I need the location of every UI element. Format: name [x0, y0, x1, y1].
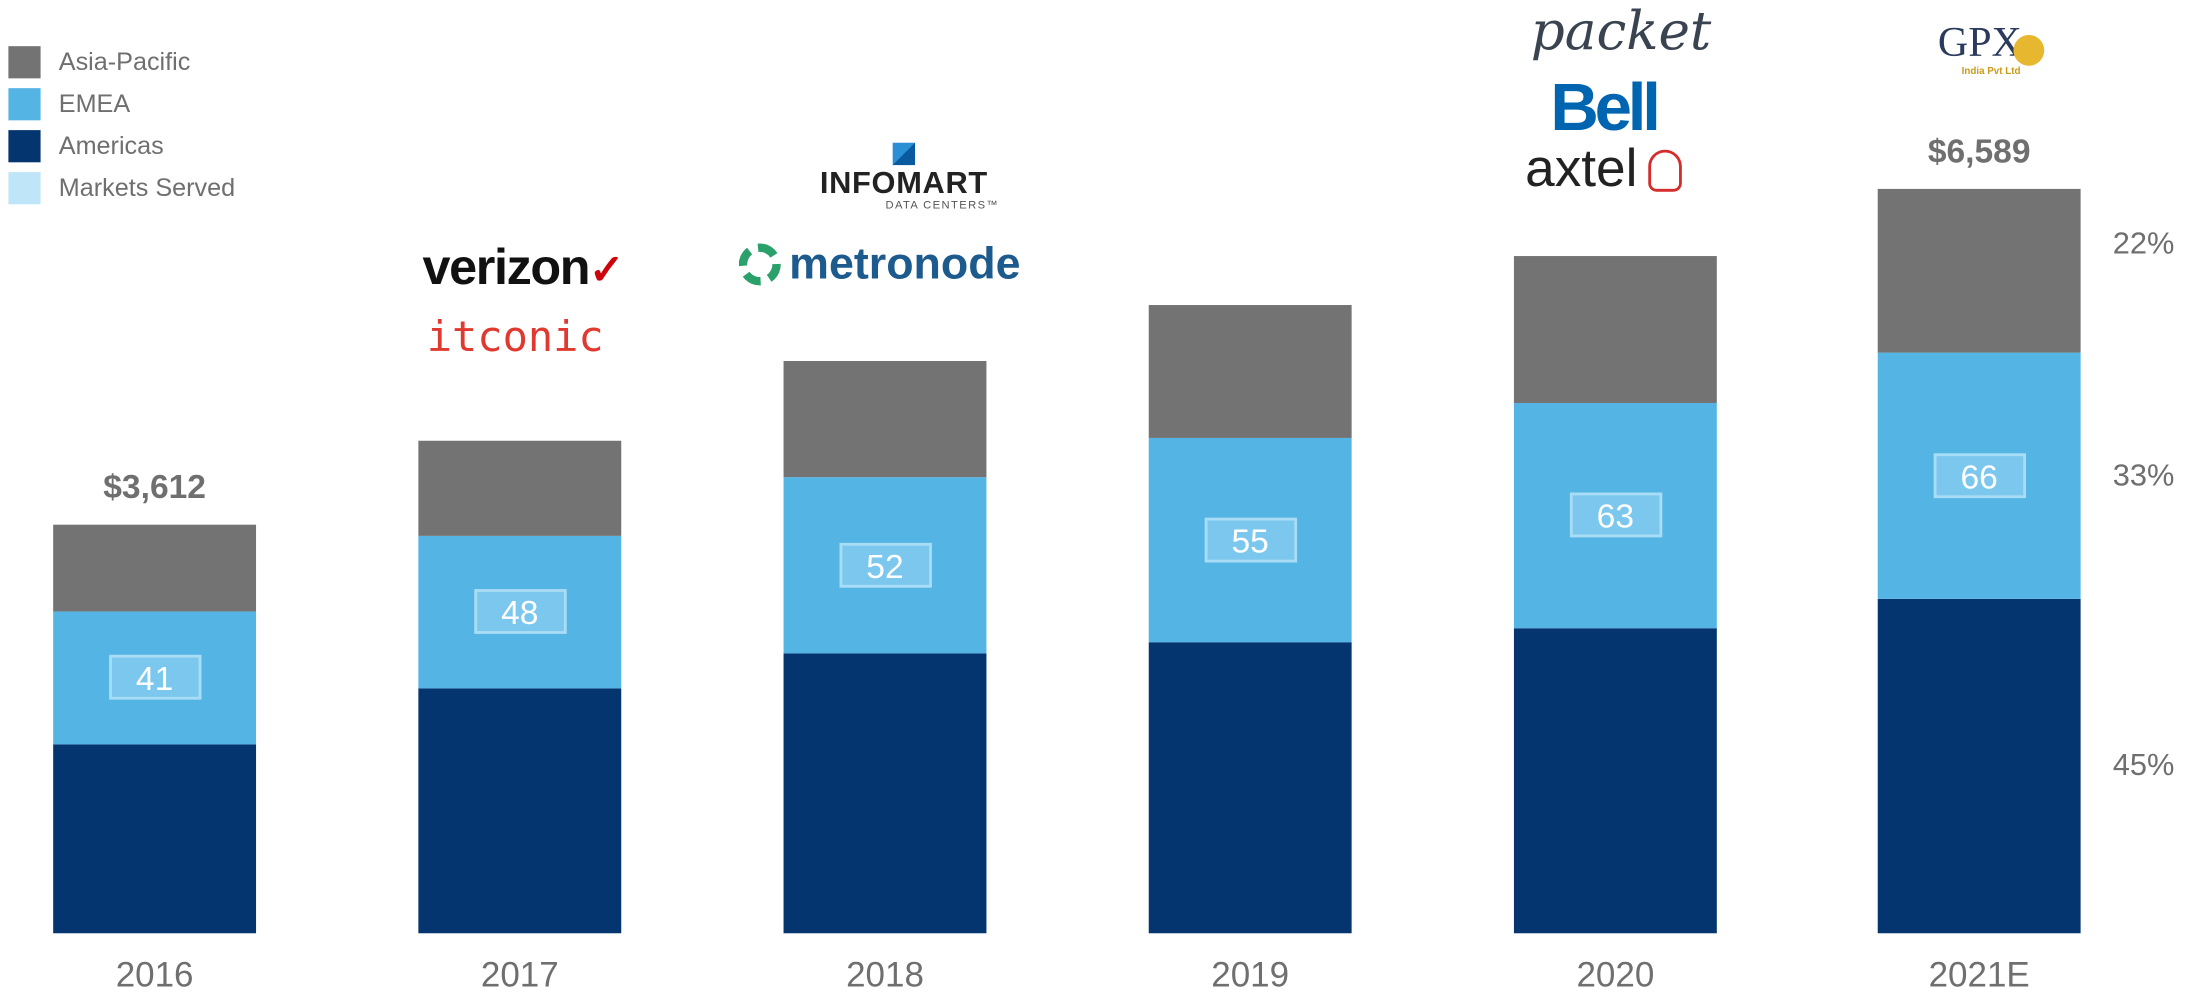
- markets-served-label: 66: [1932, 453, 2026, 499]
- share-label: 22%: [2112, 224, 2175, 260]
- bar-asia-pacific-2019: [1148, 304, 1352, 438]
- bar-americas-2019: [1148, 642, 1352, 934]
- total-label: $3,612: [103, 469, 206, 508]
- markets-served-label: 48: [473, 589, 566, 635]
- bar-asia-pacific-2017: [418, 440, 622, 536]
- x-tick-label: 2017: [480, 955, 559, 995]
- x-tick-label: 2016: [115, 955, 194, 995]
- markets-served-label: 55: [1204, 517, 1297, 563]
- verizon-logo: verizon✓: [422, 237, 625, 296]
- metronode-logo: metronode: [738, 238, 1020, 290]
- gpx-logo: GPX India Pvt Ltd: [1938, 20, 2045, 77]
- bar-americas-2016: [53, 743, 257, 934]
- legend-label: Markets Served: [58, 172, 236, 201]
- bar-asia-pacific-2018: [783, 360, 987, 477]
- legend-item: Markets Served: [8, 171, 235, 205]
- bell-logo: Bell: [1550, 71, 1661, 146]
- legend-swatch: [8, 87, 41, 120]
- bar-americas-2018: [783, 653, 987, 934]
- axtel-logo: axtel: [1525, 140, 1683, 200]
- legend-swatch: [8, 129, 41, 162]
- share-label: 33%: [2112, 457, 2175, 493]
- markets-served-label: 41: [108, 655, 201, 700]
- infomart-mark-icon: [892, 142, 916, 166]
- x-tick-label: 2018: [846, 955, 924, 995]
- legend-swatch: [8, 45, 41, 78]
- markets-served-label: 63: [1569, 492, 1662, 538]
- bar-americas-2020: [1513, 628, 1717, 934]
- itconic-logo: itconic: [426, 313, 604, 363]
- legend-label: Americas: [58, 130, 164, 159]
- total-label: $6,589: [1927, 133, 2031, 171]
- gpx-globe-icon: [2013, 34, 2045, 66]
- packet-logo: packet: [1530, 0, 1712, 62]
- x-tick-label: 2020: [1576, 955, 1655, 995]
- bar-asia-pacific-2020: [1513, 255, 1717, 403]
- bar-americas-2021E: [1877, 598, 2081, 934]
- legend-swatch: [8, 171, 41, 204]
- axtel-mascot-icon: [1648, 149, 1683, 191]
- legend-label: Asia-Pacific: [58, 46, 191, 75]
- legend-item: Asia-Pacific: [8, 45, 190, 79]
- infomart-logo: INFOMART DATA CENTERS™: [809, 142, 999, 211]
- bar-asia-pacific-2016: [53, 525, 257, 611]
- metronode-ring-icon: [738, 242, 781, 285]
- legend-label: EMEA: [58, 88, 131, 117]
- x-tick-label: 2019: [1211, 955, 1290, 995]
- check-icon: ✓: [589, 247, 624, 294]
- share-label: 45%: [2112, 747, 2175, 783]
- x-tick-label: 2021E: [1928, 955, 2030, 995]
- legend-item: Americas: [8, 129, 164, 163]
- markets-served-label: 52: [838, 542, 932, 588]
- legend-item: EMEA: [8, 87, 130, 121]
- bar-asia-pacific-2021E: [1877, 189, 2081, 353]
- bar-americas-2017: [418, 688, 622, 934]
